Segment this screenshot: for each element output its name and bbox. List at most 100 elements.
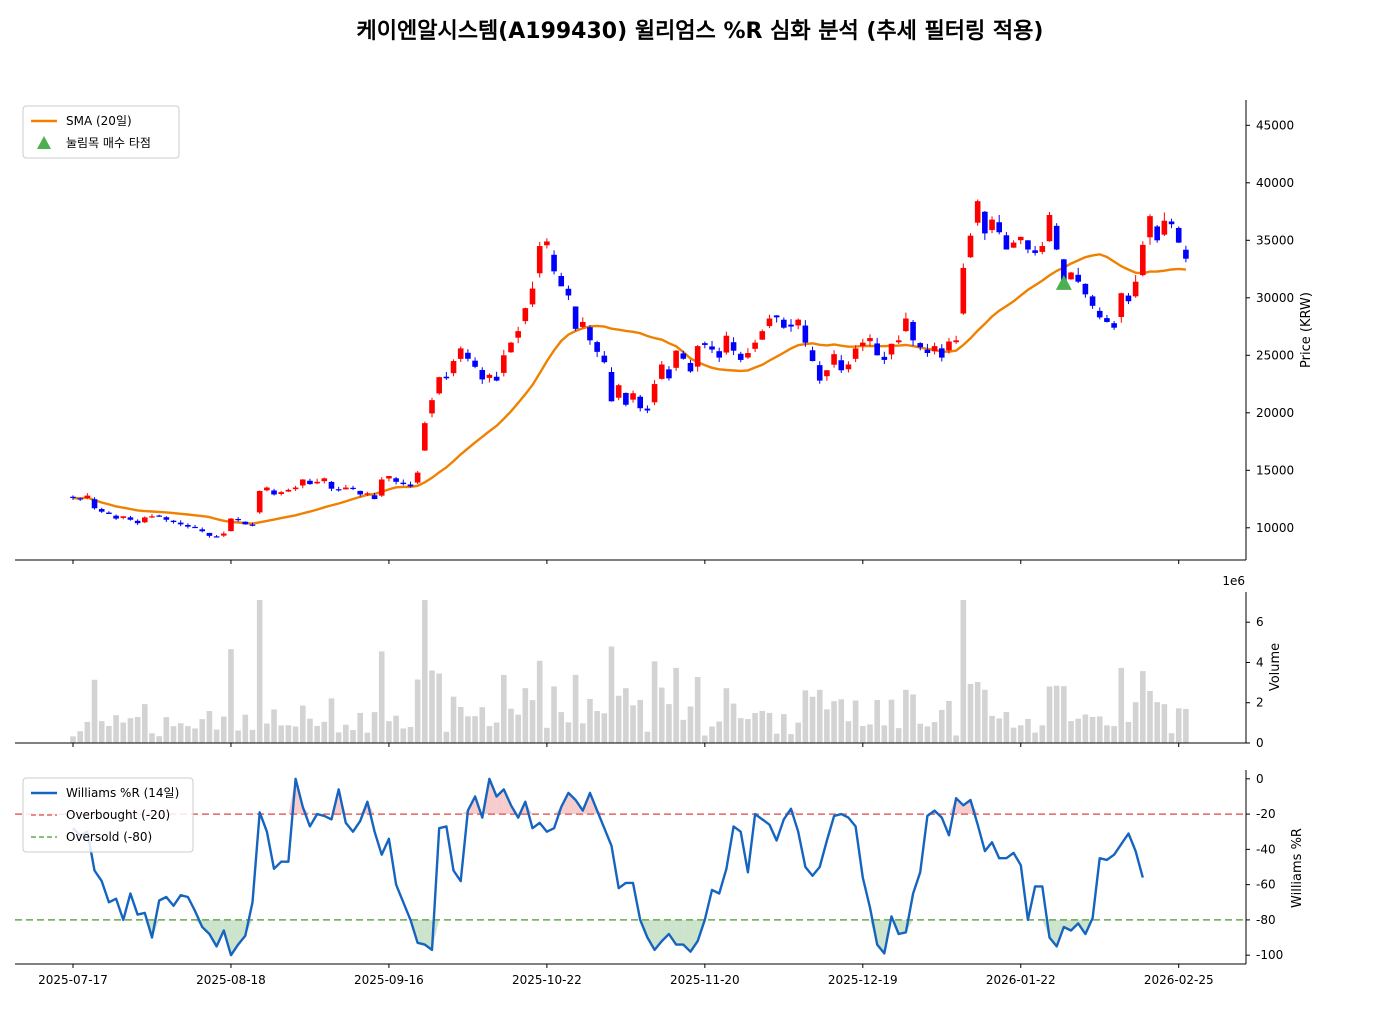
candle-body <box>1118 293 1125 318</box>
candle <box>156 514 162 517</box>
candle <box>465 349 471 362</box>
volume-bar <box>623 688 629 743</box>
volume-bar <box>838 699 845 743</box>
candle <box>895 335 902 345</box>
volume-bar <box>84 721 91 743</box>
candle <box>1183 245 1189 263</box>
candle <box>658 361 665 380</box>
wr-ytick-label: 0 <box>1256 772 1264 786</box>
candle-body <box>565 288 572 296</box>
candle-body <box>407 484 414 487</box>
volume-bar <box>1053 685 1060 743</box>
candle <box>558 272 565 287</box>
candle <box>910 320 916 346</box>
candle-body <box>982 211 988 234</box>
candle <box>443 371 450 380</box>
volume-bar <box>852 700 859 743</box>
candle-body <box>831 354 837 365</box>
volume-bar <box>400 728 407 743</box>
candle-body <box>292 487 299 490</box>
candle <box>852 345 859 363</box>
volume-bar <box>1017 725 1024 743</box>
candle-body <box>185 524 191 527</box>
candle <box>292 485 299 491</box>
volume-bar <box>98 721 105 743</box>
candle <box>1161 212 1168 237</box>
williams-r-line <box>72 777 1144 957</box>
price-ytick-label: 30000 <box>1256 291 1294 305</box>
candle-body <box>773 315 780 318</box>
candle-body <box>752 342 758 349</box>
volume-bar <box>156 736 162 743</box>
volume-bar <box>694 677 701 743</box>
candle <box>472 357 478 369</box>
price-ytick-label: 45000 <box>1256 118 1294 132</box>
volume-bar <box>895 728 902 743</box>
candle-body <box>120 516 127 518</box>
volume-bar <box>443 731 450 743</box>
candle-body <box>472 360 478 367</box>
candle <box>235 517 241 522</box>
candle-body <box>271 490 277 495</box>
candle <box>831 350 837 368</box>
candle-body <box>400 482 407 485</box>
candle-body <box>1132 281 1139 297</box>
volume-bar <box>558 712 565 743</box>
volume-bar <box>515 714 521 743</box>
candle <box>888 343 895 360</box>
wr-oversold-fill <box>676 919 684 945</box>
candle-body <box>781 319 787 328</box>
candle-body <box>608 371 615 402</box>
candle-body <box>328 481 335 489</box>
williams-r-panel: 0 -20 -40 -60 -80 -100 Williams %R Williams %… <box>15 770 1305 965</box>
volume-bar <box>989 715 995 743</box>
candle <box>91 497 98 510</box>
volume-bar <box>680 719 687 743</box>
volume-bar <box>1068 721 1074 743</box>
volume-bar <box>1096 716 1103 743</box>
price-ytick-label: 10000 <box>1256 521 1294 535</box>
volume-bar <box>364 732 371 743</box>
candle <box>917 342 924 351</box>
candle-body <box>709 346 715 350</box>
candle <box>781 317 787 329</box>
wr-oversold-fill <box>238 919 246 945</box>
volume-bar <box>888 699 895 743</box>
volume-bar <box>213 729 220 743</box>
wr-oversold-fill <box>898 919 906 935</box>
volume-bar <box>522 688 529 743</box>
candle-body <box>1111 323 1117 328</box>
wr-oversold-fill <box>683 919 691 952</box>
candle-body <box>673 350 679 368</box>
volume-bar <box>824 709 830 743</box>
volume-bar <box>1147 690 1153 743</box>
candle-body <box>343 487 349 490</box>
candle <box>845 361 852 373</box>
candle <box>1140 241 1146 277</box>
candle-body <box>515 331 521 338</box>
candle-body <box>881 356 888 360</box>
candle <box>1168 218 1175 229</box>
wr-oversold-fill <box>209 919 217 947</box>
candle <box>407 481 414 488</box>
candle <box>206 532 213 538</box>
volume-bar <box>773 733 780 743</box>
x-tick-label: 2025-10-22 <box>512 973 582 987</box>
wr-ytick-label: -80 <box>1256 913 1276 927</box>
candle-body <box>1161 220 1168 235</box>
candle <box>651 380 658 406</box>
candle-body <box>1025 240 1031 250</box>
volume-bar <box>407 726 414 743</box>
volume-bar <box>321 721 328 743</box>
candle-body <box>623 392 629 405</box>
volume-bar <box>206 711 213 743</box>
candle-body <box>931 346 938 352</box>
candle-body <box>802 325 809 343</box>
candle <box>759 329 766 340</box>
candle-body <box>601 355 608 363</box>
candle <box>723 331 730 355</box>
candle <box>134 519 141 526</box>
candle <box>177 520 184 527</box>
candle-body <box>1140 244 1146 276</box>
candle-body <box>630 393 636 400</box>
